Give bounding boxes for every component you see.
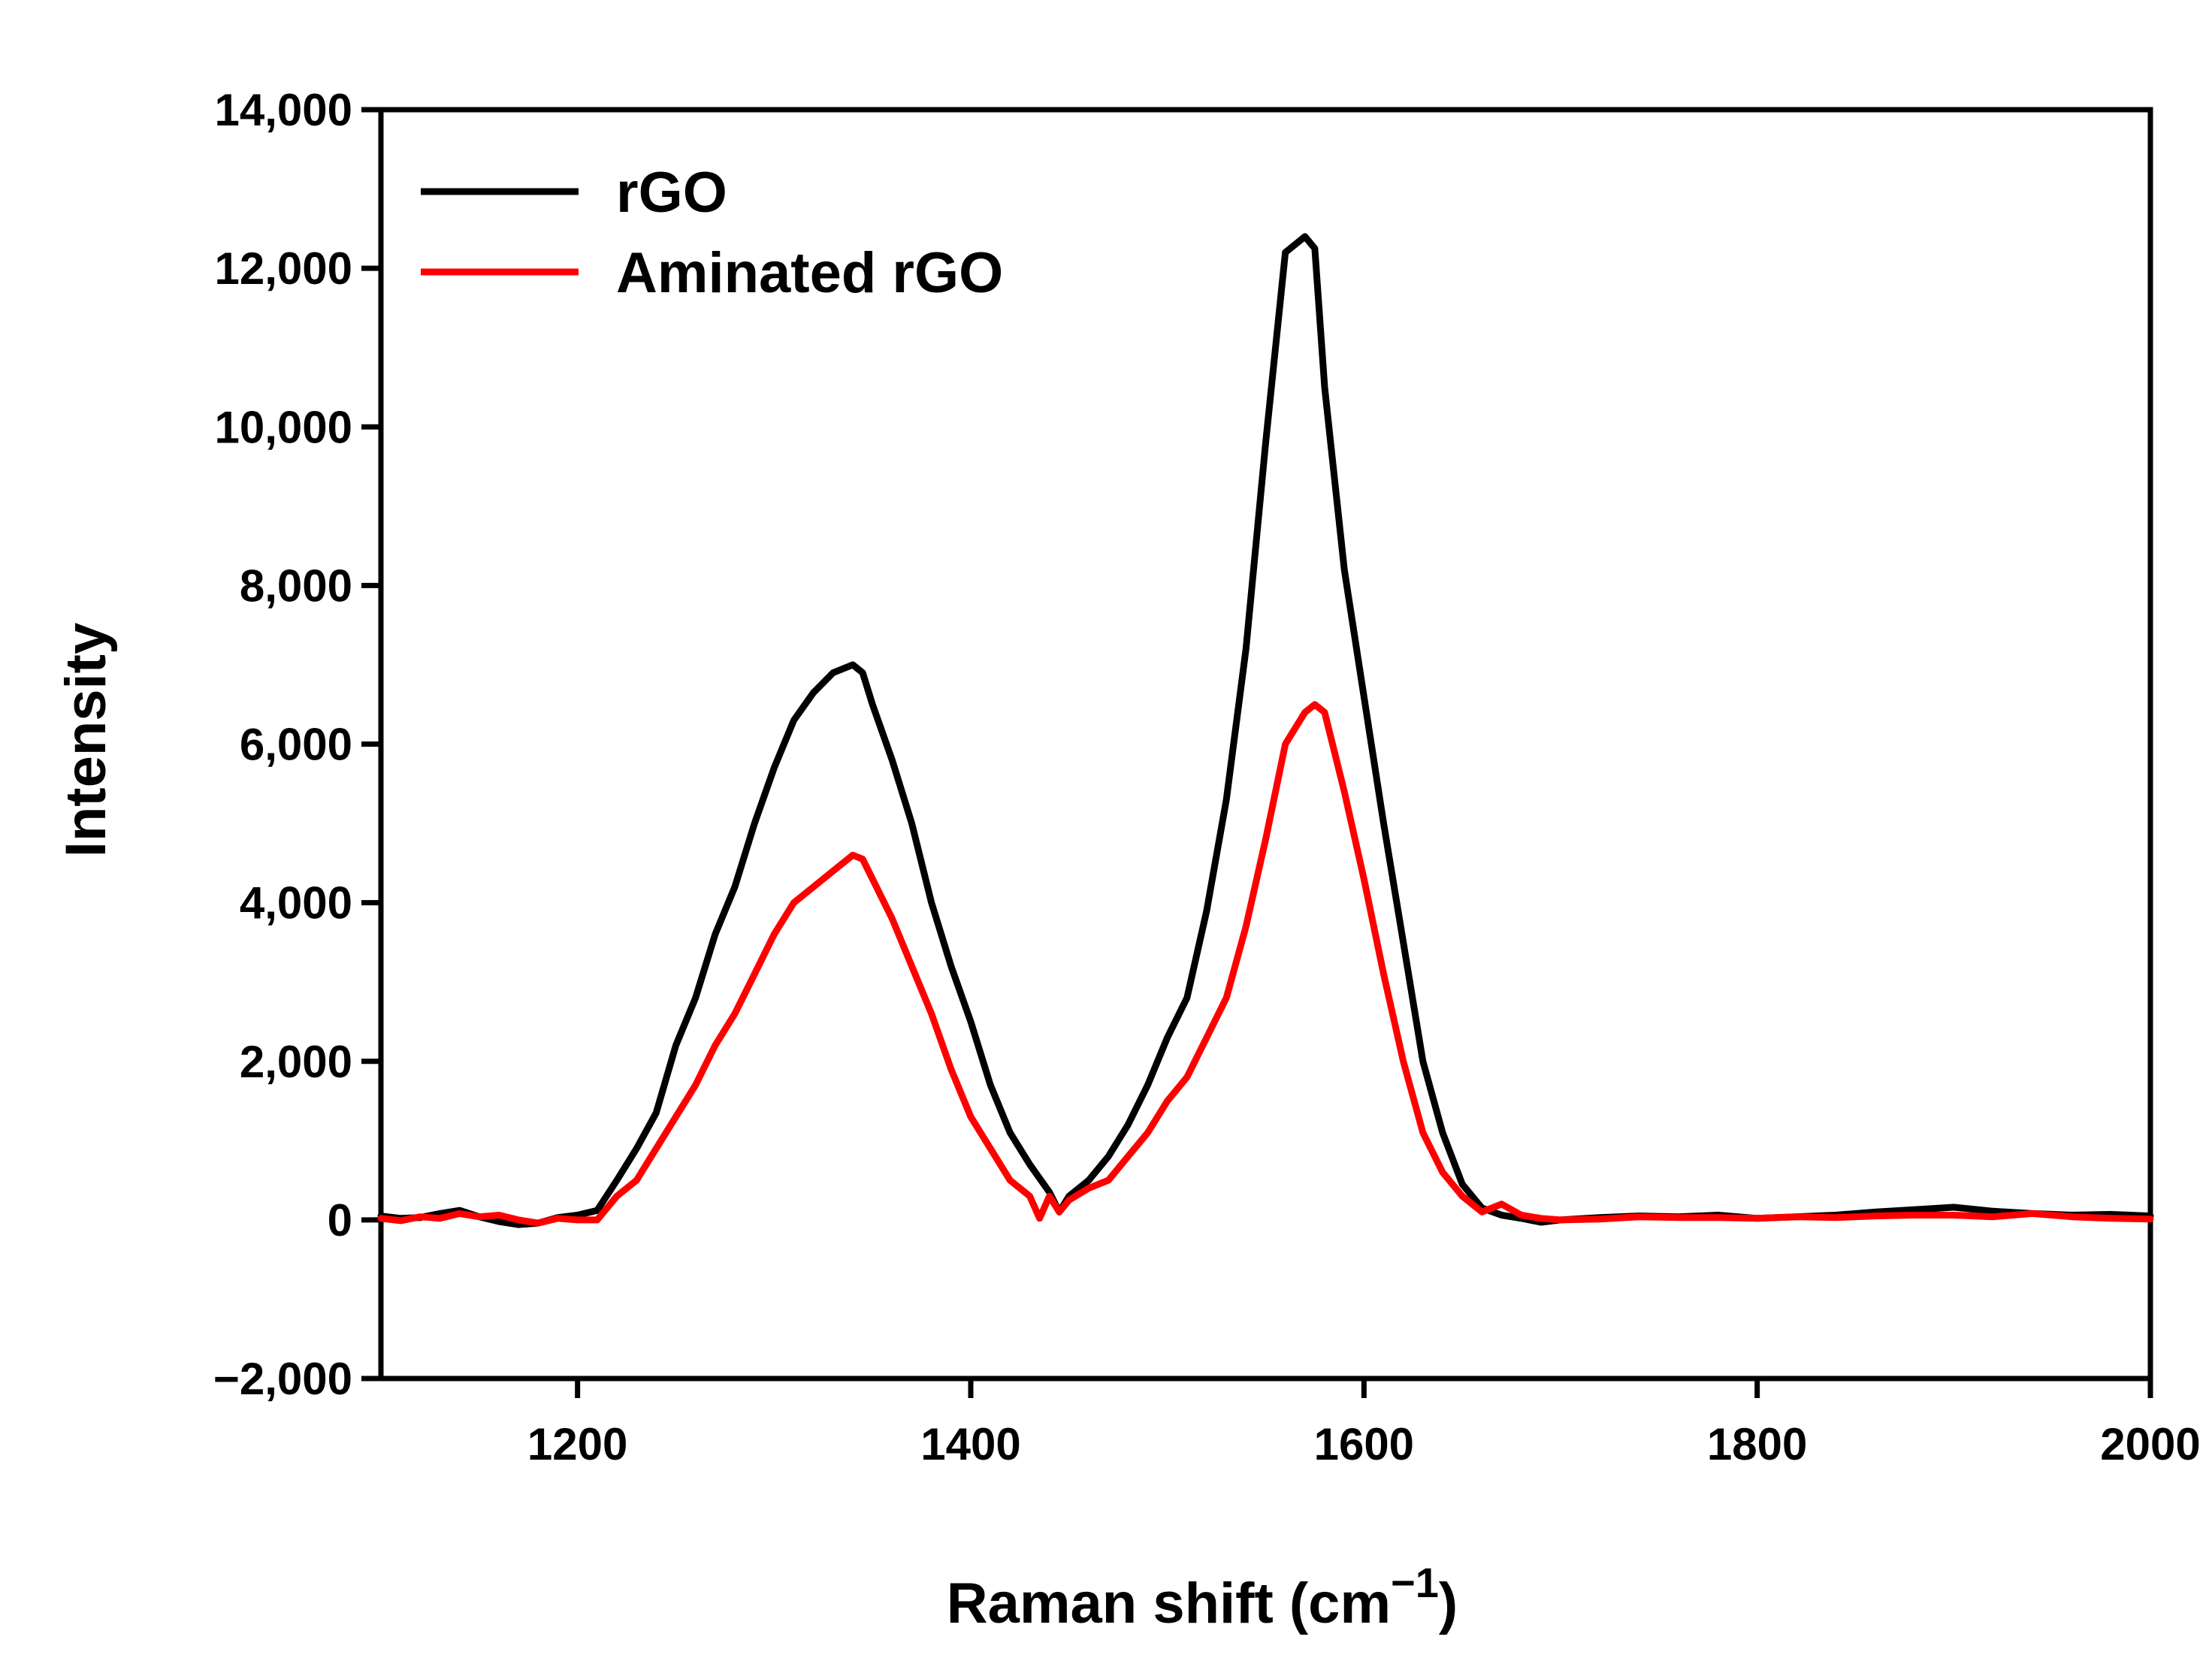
y-tick-label: 2,000 xyxy=(240,1037,352,1087)
series-layer xyxy=(377,233,2154,1228)
y-axis: −2,000 0 2,000 4,000 6,000 8,000 10,000 12,000 1… xyxy=(213,85,381,1404)
x-axis: 1200 1400 1600 1800 2000 xyxy=(527,1379,2201,1469)
x-axis-title: Raman shift (cm−1) xyxy=(947,1559,1458,1635)
x-axis-title-superscript: −1 xyxy=(1391,1559,1439,1606)
y-tick-label: 10,000 xyxy=(214,402,352,452)
y-tick-label: 4,000 xyxy=(240,878,352,929)
x-axis-title-close: ) xyxy=(1439,1572,1458,1635)
y-tick-label: 8,000 xyxy=(240,560,352,611)
y-tick-label: −2,000 xyxy=(213,1354,352,1404)
x-tick-label: 1400 xyxy=(920,1419,1020,1469)
y-tick-label: 0 xyxy=(328,1195,352,1246)
x-axis-title-main: Raman shift (cm xyxy=(947,1572,1391,1635)
y-axis-title: Intensity xyxy=(54,623,118,858)
legend-label-aminated-rgo: Aminated rGO xyxy=(616,241,1003,305)
x-tick-label: 1600 xyxy=(1314,1419,1414,1469)
series-line-aminated-rgo xyxy=(377,701,2154,1227)
x-tick-label: 1200 xyxy=(527,1419,627,1469)
legend: rGO Aminated rGO xyxy=(421,161,1003,305)
legend-label-rgo: rGO xyxy=(616,161,727,225)
y-tick-label: 12,000 xyxy=(214,243,352,294)
x-tick-label: 2000 xyxy=(2100,1419,2200,1469)
x-tick-label: 1800 xyxy=(1707,1419,1807,1469)
y-tick-label: 14,000 xyxy=(214,85,352,135)
y-tick-label: 6,000 xyxy=(240,720,352,770)
